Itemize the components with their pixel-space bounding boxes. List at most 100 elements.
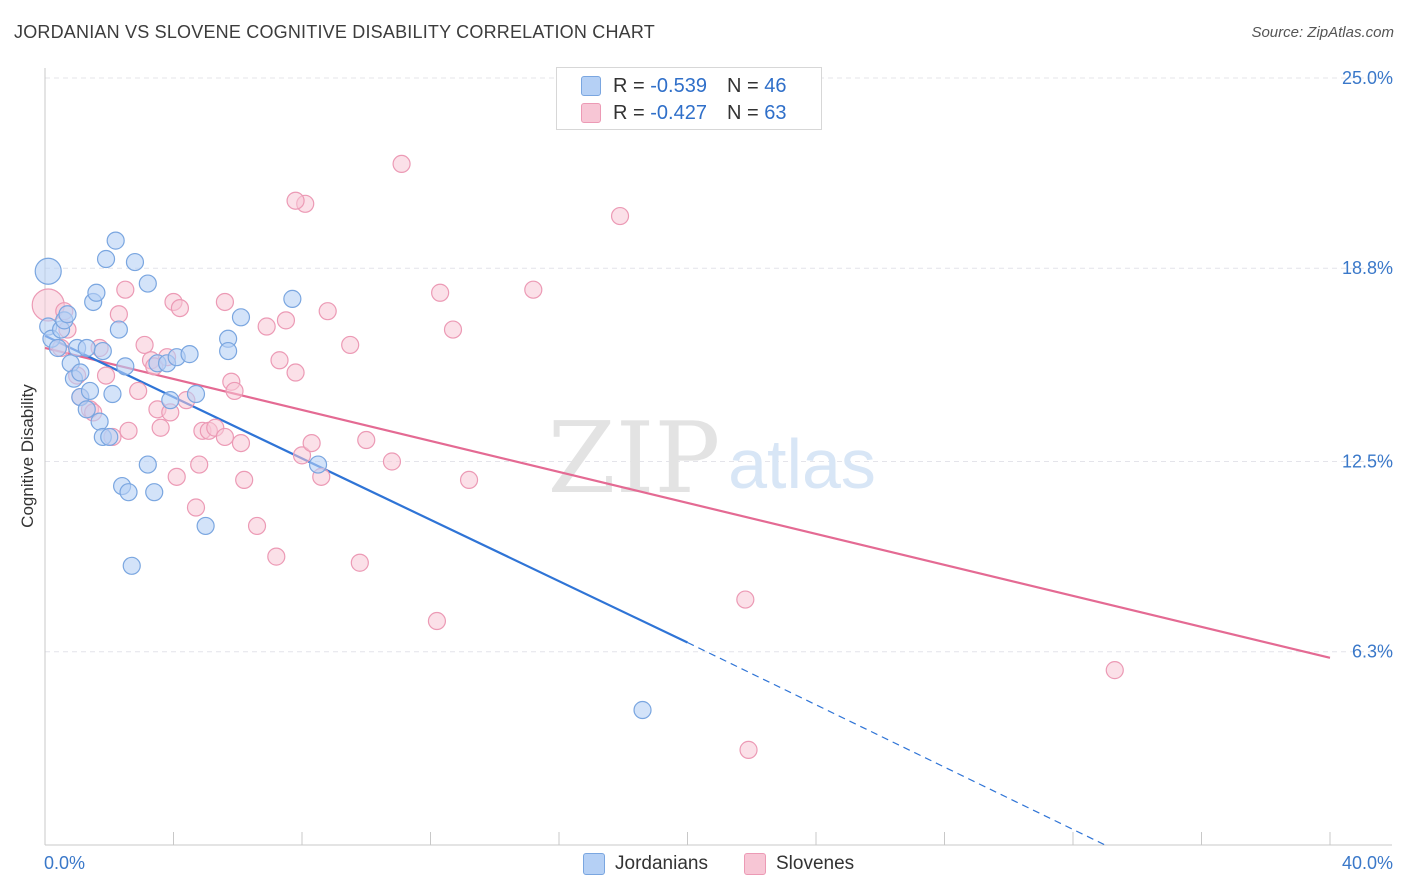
jordanians-point	[93, 341, 112, 361]
jordanians-point	[71, 363, 90, 382]
slovenes-point	[96, 366, 116, 385]
n-value-jordanians: 46	[764, 74, 787, 97]
jordanians-trend-line	[44, 334, 688, 644]
slovenes-point	[302, 433, 321, 453]
jordanians-point	[161, 391, 180, 410]
jordanians-point	[87, 283, 106, 302]
slovenes-point	[427, 611, 447, 631]
slovenes-point	[382, 452, 402, 471]
slovenes-point	[341, 335, 360, 355]
bottom-legend-jordanians: Jordanians	[583, 851, 708, 877]
watermark-zip: ZIP	[548, 402, 721, 516]
n-label: N =	[726, 74, 759, 97]
jordanians-point	[122, 556, 141, 575]
watermark-atlas: atlas	[728, 425, 876, 503]
zipatlas-watermark: ZIP atlas	[548, 402, 876, 516]
slovenes-point	[215, 427, 234, 447]
gridlines	[45, 77, 1392, 653]
slovenes-point	[235, 470, 254, 490]
slovenes-point	[392, 154, 411, 174]
jordanians-point	[119, 483, 138, 502]
jordanians-point	[138, 274, 157, 293]
legend-row-slovenes: R = -0.427 N = 63	[581, 101, 786, 125]
slovenes-point	[292, 446, 312, 465]
slovenes-point	[270, 351, 289, 370]
jordanians-legend-swatch	[583, 853, 605, 875]
slovenes-legend-swatch	[744, 853, 766, 875]
slovenes-point	[151, 418, 170, 437]
slovenes-point	[170, 299, 190, 318]
jordanians-point	[77, 400, 96, 419]
slovenes-point	[116, 280, 135, 299]
jordanians-point	[58, 305, 77, 324]
source-label: Source: ZipAtlas.com	[1251, 24, 1394, 41]
r-value-slovenes: -0.427	[650, 101, 707, 124]
jordanians-point	[138, 455, 157, 474]
slovenes-point	[257, 317, 276, 336]
x-tick-label: 40.0%	[1342, 853, 1393, 873]
jordanians-point	[180, 345, 199, 364]
r-value-jordanians: -0.539	[650, 74, 707, 97]
jordanians-legend-label: Jordanians	[615, 853, 708, 874]
jordanians-point	[145, 483, 164, 502]
y-tick-label: 12.5%	[1342, 452, 1393, 472]
slovenes-trend-line	[44, 346, 1331, 659]
slovenes-point	[231, 433, 251, 453]
jordanians-point	[34, 257, 62, 285]
n-value-slovenes: 63	[764, 101, 787, 124]
x-tick-label: 0.0%	[44, 853, 85, 873]
slovenes-point	[357, 430, 376, 450]
slovenes-point	[129, 381, 148, 401]
jordanians-point	[186, 384, 206, 404]
jordanians-trend-extension	[687, 641, 1106, 846]
y-tick-label: 18.8%	[1342, 258, 1393, 278]
slovenes-point	[247, 516, 267, 536]
n-label: N =	[726, 101, 759, 124]
slovenes-point	[443, 320, 463, 339]
slovenes-point	[286, 363, 305, 382]
slovenes-point	[318, 302, 337, 321]
jordanians-point	[80, 381, 100, 401]
jordanians-point	[96, 249, 116, 269]
slovenes-point	[524, 280, 543, 299]
jordanians-point	[283, 289, 302, 308]
bottom-legend-slovenes: Slovenes	[744, 851, 854, 877]
jordanians-point	[116, 357, 135, 376]
slovenes-point	[276, 311, 296, 330]
jordanians-point	[633, 700, 652, 720]
slovenes-point	[431, 283, 450, 302]
slovenes-point	[109, 305, 128, 324]
slovenes-point	[267, 547, 286, 566]
jordanians-swatch	[581, 76, 601, 96]
slovenes-point	[135, 335, 154, 355]
trend-lines	[44, 334, 1331, 846]
jordanians-point	[219, 341, 238, 361]
jordanians-point	[109, 320, 128, 339]
jordanians-point	[77, 338, 96, 358]
jordanians-points	[34, 231, 652, 720]
jordanians-point	[90, 412, 109, 431]
axes	[44, 68, 1392, 846]
y-tick-label: 25.0%	[1342, 68, 1393, 88]
slovenes-point	[350, 553, 369, 572]
jordanians-point	[103, 384, 122, 404]
jordanians-point	[308, 455, 328, 474]
y-axis-label: Cognitive Disability	[18, 384, 37, 528]
r-label: R =	[613, 101, 645, 124]
tick-labels: 6.3% 12.5% 18.8% 25.0% 0.0% 40.0%	[44, 68, 1393, 873]
slovenes-point	[739, 740, 758, 759]
slovenes-point	[119, 421, 138, 440]
jordanians-point	[100, 427, 119, 447]
chart-title: JORDANIAN VS SLOVENE COGNITIVE DISABILIT…	[14, 22, 655, 42]
slovenes-legend-label: Slovenes	[776, 853, 855, 874]
slovenes-point	[610, 206, 630, 226]
r-label: R =	[613, 74, 645, 97]
slovenes-point	[167, 467, 186, 486]
slovenes-point	[286, 191, 305, 210]
jordanians-point	[231, 308, 251, 327]
jordanians-point	[196, 516, 215, 536]
slovenes-point	[186, 498, 206, 517]
slovenes-point	[190, 455, 209, 474]
y-tick-label: 6.3%	[1352, 642, 1393, 662]
